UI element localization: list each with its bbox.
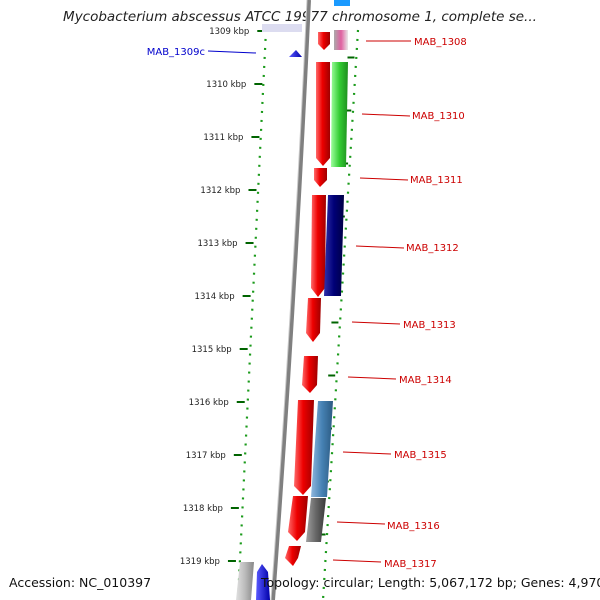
gene-mab-1317[interactable] xyxy=(285,546,301,566)
feature-mab-1316[interactable] xyxy=(306,498,326,542)
gene-label-mab-1309c[interactable]: MAB_1309c xyxy=(147,47,257,58)
feature-mab-1308[interactable] xyxy=(334,30,348,50)
scale-tick-label: 1315 kbp xyxy=(192,345,232,355)
svg-text:MAB_1314: MAB_1314 xyxy=(399,375,452,386)
scale-tick-label: 1310 kbp xyxy=(206,80,246,90)
backbone-arc xyxy=(271,0,311,600)
gene-label-mab-1317[interactable]: MAB_1317 xyxy=(332,559,437,570)
gene-label-mab-1315[interactable]: MAB_1315 xyxy=(342,450,447,461)
scale-tick-label: 1311 kbp xyxy=(203,133,243,143)
bottom-gray-feature xyxy=(236,562,254,600)
gene-label-mab-1310[interactable]: MAB_1310 xyxy=(361,111,465,122)
gene-mab-1309c[interactable] xyxy=(289,50,302,57)
svg-text:MAB_1311: MAB_1311 xyxy=(410,175,463,186)
gene-label-mab-1314[interactable]: MAB_1314 xyxy=(347,375,452,386)
svg-text:MAB_1313: MAB_1313 xyxy=(403,320,456,331)
accession-text: Accession: NC_010397 xyxy=(9,575,152,590)
svg-text:MAB_1316: MAB_1316 xyxy=(387,521,440,532)
svg-text:MAB_1317: MAB_1317 xyxy=(384,559,437,570)
svg-text:MAB_1310: MAB_1310 xyxy=(412,111,465,122)
feature-mab-1315[interactable] xyxy=(311,401,333,497)
svg-text:MAB_1309c: MAB_1309c xyxy=(147,47,205,58)
gene-label-mab-1311[interactable]: MAB_1311 xyxy=(359,175,463,186)
gene-mab-1315[interactable] xyxy=(294,400,314,495)
gene-mab-1312[interactable] xyxy=(311,195,326,297)
scale-tick-label: 1318 kbp xyxy=(183,504,223,514)
gene-mab-1308[interactable] xyxy=(318,32,330,50)
gene-mab-1314[interactable] xyxy=(302,356,318,393)
feature-mab-1312[interactable] xyxy=(324,195,344,296)
gene-mab-1311[interactable] xyxy=(314,168,327,187)
svg-text:MAB_1312: MAB_1312 xyxy=(406,243,459,254)
scale-tick-label: 1316 kbp xyxy=(189,398,229,408)
gene-label-mab-1316[interactable]: MAB_1316 xyxy=(336,521,440,532)
gene-label-mab-1308[interactable]: MAB_1308 xyxy=(366,37,467,48)
top-lavender-feature xyxy=(262,24,302,32)
map-title: Mycobacterium abscessus ATCC 19977 chrom… xyxy=(63,9,537,25)
scale-tick-label: 1312 kbp xyxy=(200,186,240,196)
gene-label-mab-1312[interactable]: MAB_1312 xyxy=(355,243,459,254)
gene-mab-1313[interactable] xyxy=(306,298,321,342)
gene-mab-1316[interactable] xyxy=(288,496,308,541)
bottom-blue-feature xyxy=(256,564,270,600)
feature-top-blue xyxy=(334,0,350,6)
scale-tick-label: 1313 kbp xyxy=(197,239,237,249)
svg-text:MAB_1315: MAB_1315 xyxy=(394,450,447,461)
scale-tick-label: 1319 kbp xyxy=(180,557,220,567)
scale-tick-label: 1314 kbp xyxy=(195,292,235,302)
gene-label-mab-1313[interactable]: MAB_1313 xyxy=(351,320,456,331)
scale-tick-label: 1317 kbp xyxy=(186,451,226,461)
feature-mab-1310[interactable] xyxy=(331,62,348,167)
gene-mab-1310[interactable] xyxy=(316,62,330,166)
svg-text:MAB_1308: MAB_1308 xyxy=(414,37,467,48)
topology-text: Topology: circular; Length: 5,067,172 bp… xyxy=(261,575,600,590)
scale-tick-label: 1309 kbp xyxy=(209,27,249,37)
